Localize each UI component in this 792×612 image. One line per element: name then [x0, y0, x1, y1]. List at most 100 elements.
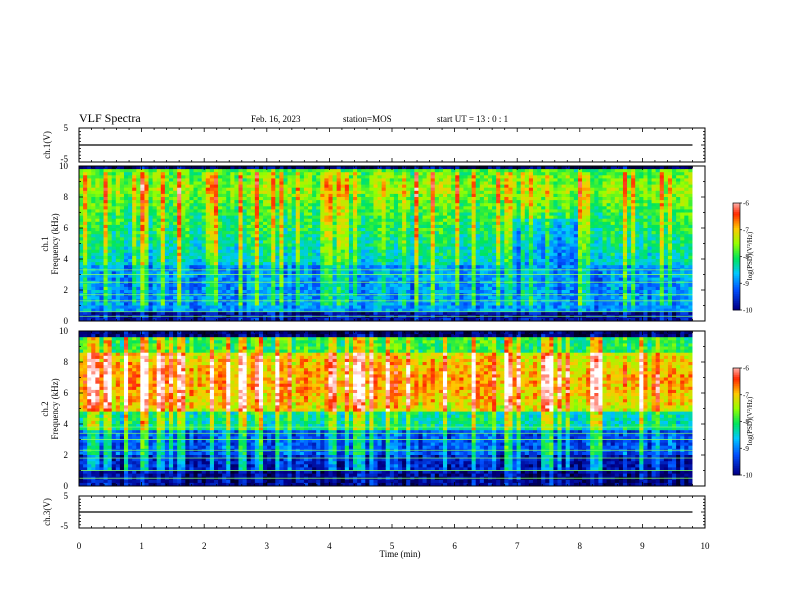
spectrogram-cell	[148, 243, 154, 247]
spectrogram-cell	[234, 308, 239, 313]
spectrogram-cell	[168, 311, 174, 316]
spectrogram-cell	[128, 311, 133, 316]
spectrogram-cell	[95, 259, 100, 263]
spectrogram-cell	[455, 283, 460, 288]
spectrogram-cell	[83, 175, 88, 179]
spectrogram-cell	[312, 262, 317, 266]
spectrogram-cell	[320, 212, 325, 216]
spectrogram-cell	[152, 271, 158, 275]
spectrogram-cell	[213, 259, 219, 263]
spectrogram-cell	[344, 255, 350, 260]
spectrogram-cell	[87, 203, 92, 207]
spectrogram-cell	[201, 193, 207, 198]
spectrogram-cell	[185, 215, 190, 220]
spectrogram-cell	[316, 203, 321, 207]
spectrogram-cell	[95, 181, 100, 185]
spectrogram-cell	[234, 184, 239, 189]
spectrogram-cell	[393, 286, 399, 291]
spectrogram-cell	[398, 166, 403, 170]
spectrogram-cell	[164, 265, 170, 269]
spectrogram-cell	[353, 286, 358, 291]
spectrogram-cell	[299, 209, 305, 213]
spectrogram-cell	[160, 262, 166, 266]
spectrogram-cell	[324, 166, 329, 170]
spectrogram-cell	[410, 286, 415, 291]
spectrogram-cell	[434, 178, 440, 182]
spectrogram-cell	[324, 277, 329, 282]
spectrogram-cell	[128, 255, 133, 260]
spectrogram-cell	[422, 246, 428, 251]
spectrogram-cell	[238, 271, 243, 275]
spectrogram-cell	[197, 169, 203, 173]
spectrogram-cell	[402, 311, 407, 316]
spectrogram-cell	[267, 193, 272, 198]
spectrogram-cell	[181, 193, 186, 198]
spectrogram-cell	[459, 209, 464, 213]
spectrogram-cell	[226, 178, 231, 182]
spectrogram-cell	[402, 200, 407, 204]
spectrogram-cell	[377, 197, 383, 201]
spectrogram-cell	[115, 308, 121, 313]
spectrogram-cell	[209, 166, 215, 170]
spectrogram-cell	[402, 221, 407, 226]
spectrogram-cell	[123, 249, 129, 254]
spectrogram-cell	[336, 274, 342, 278]
spectrogram-cell	[103, 302, 109, 306]
spectrogram-cell	[250, 178, 256, 182]
spectrogram-cell	[115, 265, 121, 269]
spectrogram-cell	[279, 175, 284, 179]
spectrogram-cell	[324, 308, 329, 313]
spectrogram-cell	[168, 193, 174, 198]
spectrogram-cell	[393, 200, 399, 204]
spectrogram-cell	[242, 166, 248, 170]
spectrogram-cell	[79, 228, 84, 232]
spectrogram-cell	[332, 190, 338, 195]
spectrogram-cell	[303, 283, 309, 288]
spectrogram-cell	[185, 243, 190, 247]
spectrogram-cell	[144, 243, 149, 247]
spectrogram-cell	[177, 271, 182, 275]
spectrogram-cell	[438, 190, 444, 195]
spectrogram-cell	[279, 305, 284, 309]
spectrogram-cell	[246, 215, 252, 220]
spectrogram-cell	[152, 249, 158, 254]
spectrogram-cell	[275, 252, 280, 257]
spectrogram-cell	[316, 193, 321, 198]
spectrogram-cell	[197, 178, 203, 182]
spectrogram-cell	[332, 311, 338, 316]
spectrogram-cell	[430, 296, 436, 300]
spectrogram-cell	[91, 265, 96, 269]
spectrogram-cell	[344, 221, 350, 226]
spectrogram-cell	[389, 283, 395, 288]
spectrogram-cell	[250, 277, 256, 282]
spectrogram-cell	[283, 193, 288, 198]
spectrogram-cell	[201, 308, 207, 313]
spectrogram-cell	[299, 203, 305, 207]
spectrogram-cell	[209, 193, 215, 198]
spectrogram-cell	[238, 296, 243, 300]
spectrogram-cell	[168, 206, 174, 210]
spectrogram-cell	[107, 296, 113, 300]
spectrogram-cell	[79, 212, 84, 216]
spectrogram-cell	[263, 203, 268, 207]
spectrogram-cell	[377, 271, 383, 275]
spectrogram-cell	[218, 296, 223, 300]
spectrogram-cell	[254, 246, 260, 251]
spectrogram-cell	[95, 308, 100, 313]
spectrogram-cell	[156, 218, 162, 223]
spectrogram-cell	[275, 187, 280, 192]
spectrogram-cell	[348, 224, 354, 229]
spectrogram-cell	[267, 221, 272, 226]
spectrogram-cell	[132, 231, 137, 235]
spectrogram-cell	[447, 277, 452, 282]
spectrogram-cell	[209, 255, 215, 260]
spectrogram-cell	[316, 175, 321, 179]
spectrogram-cell	[95, 215, 100, 220]
spectrogram-cell	[393, 317, 399, 322]
spectrogram-cell	[119, 259, 125, 263]
spectrogram-cell	[418, 166, 423, 170]
spectrogram-cell	[181, 290, 186, 294]
spectrogram-cell	[209, 197, 215, 201]
spectrogram-cell	[365, 212, 370, 216]
spectrogram-cell	[447, 311, 452, 316]
